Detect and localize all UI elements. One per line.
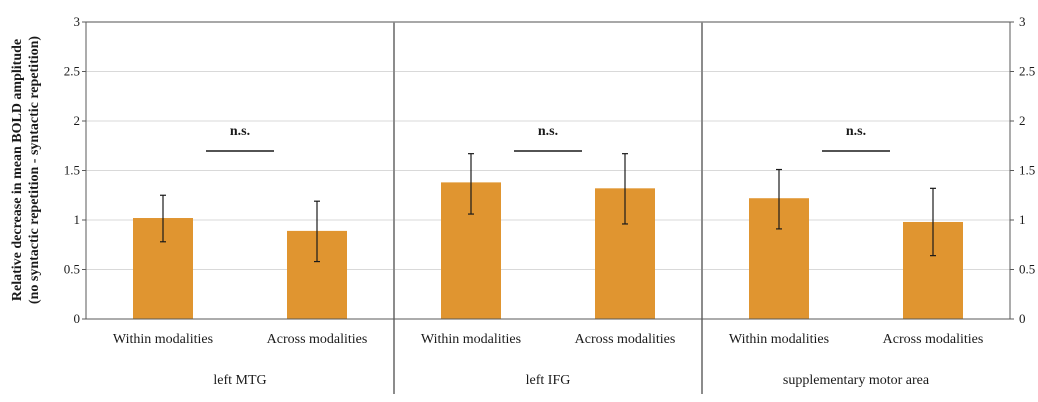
y-tick-label-left: 2.5 xyxy=(64,64,80,79)
bars xyxy=(133,182,963,319)
axes xyxy=(82,21,1014,320)
x-category-label: Within modalities xyxy=(113,332,213,347)
panels xyxy=(86,21,1010,394)
group-label: left IFG xyxy=(526,373,571,388)
x-category-label: Across modalities xyxy=(575,332,676,347)
y-tick-label-left: 0.5 xyxy=(64,262,80,277)
y-tick-label-left: 0 xyxy=(74,311,81,326)
group-label: supplementary motor area xyxy=(783,373,930,388)
y-tick-label-right: 3 xyxy=(1019,14,1026,29)
labels: 0 0 0.5 0.5 1 1 1.5 1.5 2 2 2.5 2.5 3 3 Within modalit… xyxy=(64,14,1036,388)
y-axis-label-line1: Relative decrease in mean BOLD amplitude xyxy=(10,39,25,301)
significance-label: n.s. xyxy=(846,124,866,139)
y-tick-label-right: 2 xyxy=(1019,113,1026,128)
x-category-label: Within modalities xyxy=(729,332,829,347)
y-tick-label-right: 1.5 xyxy=(1019,163,1035,178)
y-tick-label-right: 2.5 xyxy=(1019,64,1035,79)
x-category-label: Within modalities xyxy=(421,332,521,347)
x-category-label: Across modalities xyxy=(267,332,368,347)
y-tick-label-left: 2 xyxy=(74,113,81,128)
y-axis-label-line2: (no syntactic repetition - syntactic rep… xyxy=(27,36,42,304)
y-tick-label-left: 1.5 xyxy=(64,163,80,178)
y-tick-label-left: 3 xyxy=(74,14,81,29)
error-bars xyxy=(160,153,936,263)
y-tick-label-left: 1 xyxy=(74,212,81,227)
significance-label: n.s. xyxy=(230,124,250,139)
gridlines xyxy=(86,21,1010,270)
y-tick-label-right: 0 xyxy=(1019,311,1026,326)
x-category-label: Across modalities xyxy=(883,332,984,347)
y-tick-label-right: 1 xyxy=(1019,212,1026,227)
group-label: left MTG xyxy=(213,373,266,388)
y-tick-label-right: 0.5 xyxy=(1019,262,1035,277)
significance-label: n.s. xyxy=(538,124,558,139)
